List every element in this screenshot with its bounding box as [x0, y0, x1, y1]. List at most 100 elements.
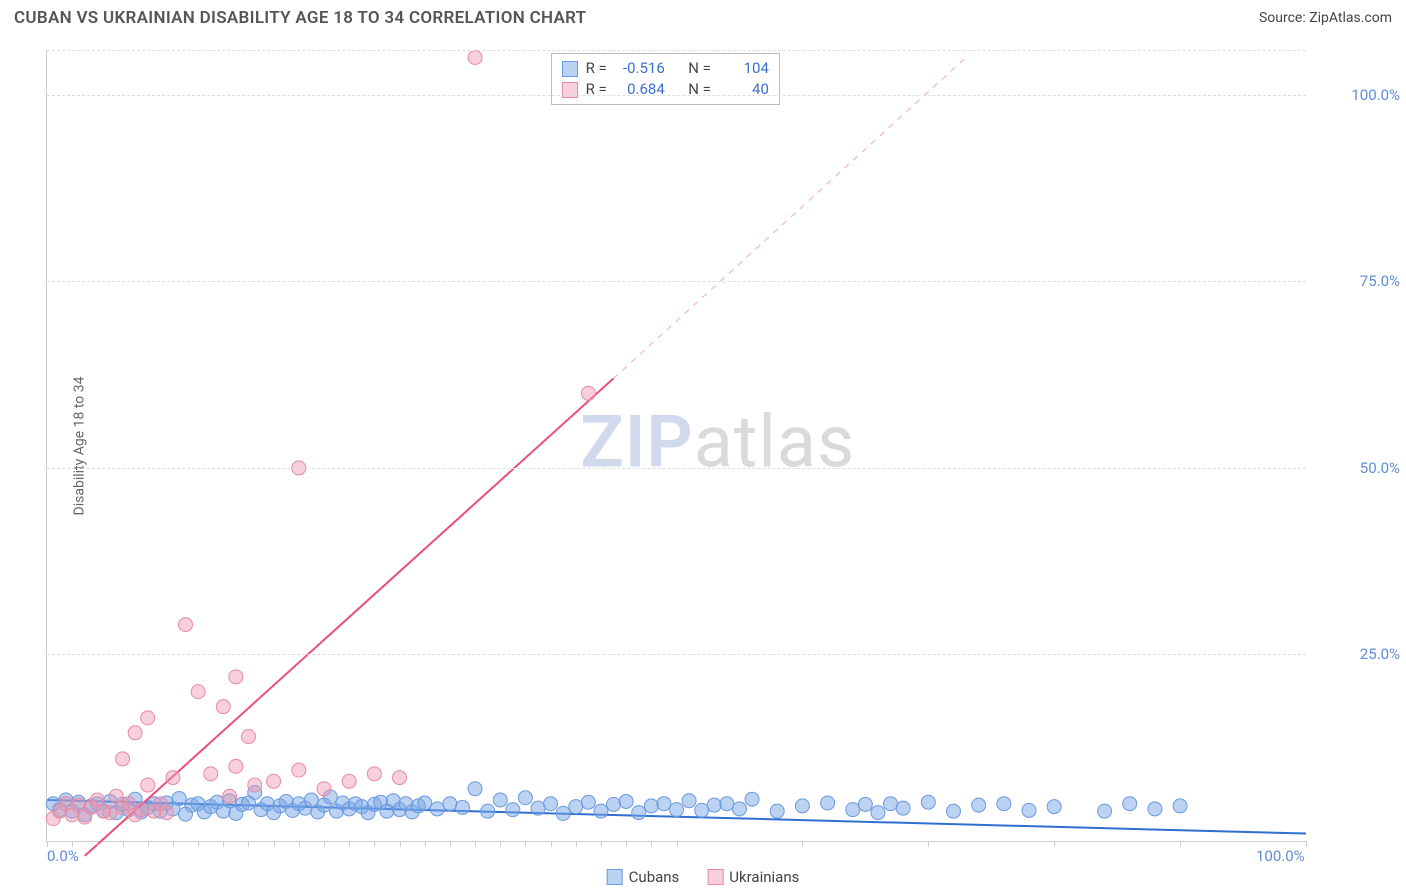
regression-extension [614, 57, 967, 378]
legend-swatch [607, 869, 623, 885]
data-point [229, 759, 243, 773]
data-point [871, 806, 885, 820]
data-point [1098, 804, 1112, 818]
data-point [134, 803, 148, 817]
data-point [493, 793, 507, 807]
data-point [821, 796, 835, 810]
data-point [1022, 803, 1036, 817]
data-point [997, 797, 1011, 811]
data-point [160, 806, 174, 820]
data-point [531, 801, 545, 815]
y-tick-label: 75.0% [1360, 272, 1400, 290]
data-point [223, 789, 237, 803]
legend-swatch [707, 869, 723, 885]
data-point [581, 795, 595, 809]
stats-row: R =0.684 N =40 [562, 79, 769, 100]
data-point [342, 774, 356, 788]
data-point [670, 803, 684, 817]
data-point [896, 801, 910, 815]
data-point [544, 797, 558, 811]
data-point [1148, 802, 1162, 816]
y-tick-label: 25.0% [1360, 645, 1400, 663]
data-point [116, 752, 130, 766]
x-tick [928, 841, 929, 847]
data-point [707, 798, 721, 812]
x-tick [299, 841, 300, 847]
x-tick [802, 841, 803, 847]
x-tick [123, 841, 124, 847]
stat-r-label: R = [586, 58, 607, 79]
data-point [846, 803, 860, 817]
x-tick [425, 841, 426, 847]
stat-n-label: N = [688, 58, 711, 79]
legend-label: Ukrainians [729, 868, 799, 886]
x-tick [651, 841, 652, 847]
data-point [267, 774, 281, 788]
x-tick [1180, 841, 1181, 847]
x-tick [148, 841, 149, 847]
data-point [607, 797, 621, 811]
data-point [216, 700, 230, 714]
stats-row: R =-0.516 N =104 [562, 58, 769, 79]
data-point [141, 711, 155, 725]
x-tick [475, 841, 476, 847]
legend: Cubans Ukrainians [607, 868, 800, 886]
data-point [172, 791, 186, 805]
data-point [506, 803, 520, 817]
x-tick [223, 841, 224, 847]
x-tick [248, 841, 249, 847]
data-point [972, 798, 986, 812]
stat-r-value: 0.684 [615, 79, 665, 100]
data-point [1173, 799, 1187, 813]
stat-r-value: -0.516 [615, 58, 665, 79]
legend-item: Ukrainians [707, 868, 799, 886]
data-point [518, 791, 532, 805]
gridline [47, 468, 1306, 469]
data-point [619, 794, 633, 808]
x-tick [324, 841, 325, 847]
x-tick [1054, 841, 1055, 847]
data-point [103, 806, 117, 820]
gridline [47, 654, 1306, 655]
data-point [795, 799, 809, 813]
data-point [241, 730, 255, 744]
data-point [682, 794, 696, 808]
x-tick [626, 841, 627, 847]
x-tick [374, 841, 375, 847]
data-point [393, 771, 407, 785]
gridline [47, 281, 1306, 282]
x-tick [576, 841, 577, 847]
x-tick-label: 100.0% [1256, 847, 1305, 865]
data-point [1123, 797, 1137, 811]
chart-title: CUBAN VS UKRAINIAN DISABILITY AGE 18 TO … [14, 8, 586, 28]
data-point [632, 806, 646, 820]
scatter-plot-svg [47, 50, 1306, 841]
data-point [720, 797, 734, 811]
x-tick-label: 0.0% [47, 847, 79, 865]
data-point [1047, 800, 1061, 814]
data-point [695, 803, 709, 817]
data-point [594, 804, 608, 818]
gridline [47, 50, 1306, 51]
x-tick [500, 841, 501, 847]
legend-item: Cubans [607, 868, 680, 886]
data-point [946, 804, 960, 818]
x-tick [97, 841, 98, 847]
data-point [317, 782, 331, 796]
data-point [481, 804, 495, 818]
data-point [248, 778, 262, 792]
stat-n-value: 40 [719, 79, 769, 100]
x-tick [349, 841, 350, 847]
data-point [657, 797, 671, 811]
data-point [367, 767, 381, 781]
data-point [921, 795, 935, 809]
data-point [204, 767, 218, 781]
y-tick-label: 50.0% [1360, 459, 1400, 477]
data-point [455, 800, 469, 814]
data-point [770, 804, 784, 818]
x-tick [198, 841, 199, 847]
data-point [430, 802, 444, 816]
x-tick [601, 841, 602, 847]
data-point [468, 50, 482, 64]
data-point [443, 797, 457, 811]
